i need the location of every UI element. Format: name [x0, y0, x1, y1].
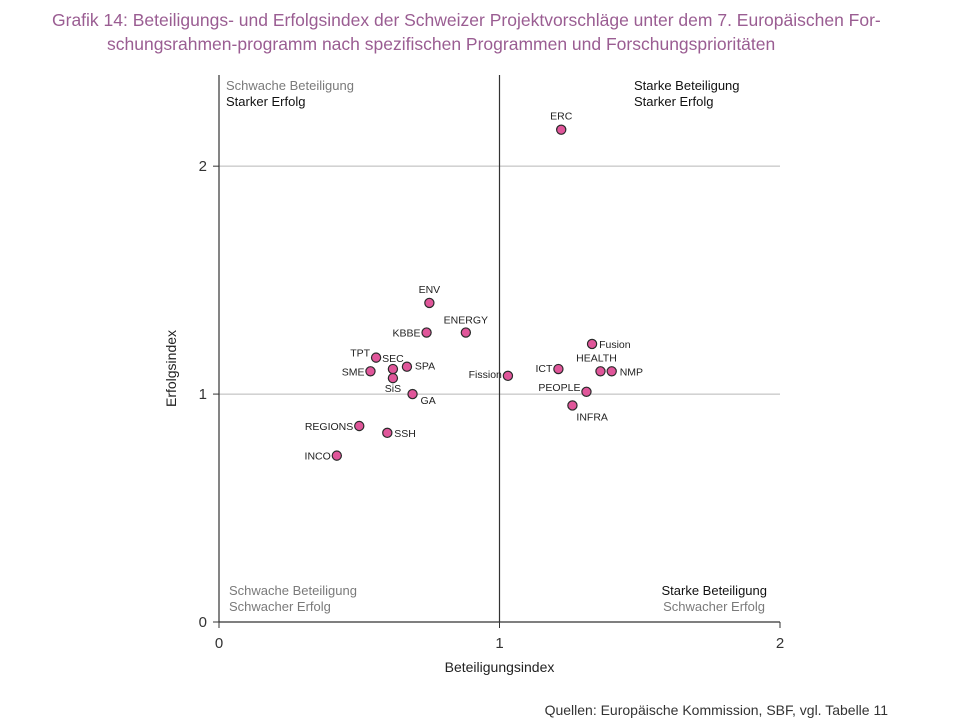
x-tick-label: 2: [776, 635, 784, 652]
point-kbbe: [421, 327, 432, 338]
point-label-spa: SPA: [415, 361, 435, 373]
chart-title: Grafik 14: Beteiligungs- und Erfolgsinde…: [52, 8, 932, 56]
quadrant-top-left-line-1: Schwache Beteiligung: [226, 78, 354, 93]
y-axis-label: Erfolgsindex: [163, 330, 179, 407]
point-inco: [331, 450, 343, 461]
point-spa: [401, 361, 413, 372]
x-tick-label: 1: [495, 635, 503, 652]
quadrant-top-right-line-2: Starker Erfolg: [634, 94, 713, 109]
point-label-fusion: Fusion: [599, 339, 631, 351]
point-erc: [556, 124, 567, 135]
point-label-ict: ICT: [535, 363, 553, 375]
point-label-tpt: TPT: [350, 348, 370, 360]
quadrant-bottom-left-line-1: Schwache Beteiligung: [229, 583, 357, 598]
point-label-sec: SEC: [382, 353, 404, 365]
point-fission: [502, 370, 514, 382]
point-label-health: HEALTH: [576, 352, 617, 364]
point-health: [595, 366, 606, 377]
point-regions: [354, 420, 365, 432]
point-ssh: [382, 427, 393, 439]
point-energy: [460, 327, 472, 338]
x-tick-label: 0: [215, 635, 223, 652]
point-infra: [567, 400, 578, 411]
y-tick-label: 0: [199, 614, 207, 631]
point-nmp: [606, 366, 617, 377]
point-label-nmp: NMP: [620, 366, 643, 378]
x-axis-label: Beteiligungsindex: [445, 659, 555, 675]
point-env: [424, 297, 435, 309]
point-label-ga: GA: [421, 395, 436, 407]
source-note: Quellen: Europäische Kommission, SBF, vg…: [544, 702, 888, 718]
point-ict: [553, 363, 564, 375]
point-sec: [387, 363, 399, 375]
point-label-erc: ERC: [550, 111, 573, 123]
point-sme: [365, 366, 376, 377]
point-fusion: [586, 338, 598, 350]
y-tick-label: 1: [199, 386, 207, 403]
quadrant-top-right-line-1: Starke Beteiligung: [634, 78, 740, 93]
quadrant-bottom-left-line-2: Schwacher Erfolg: [229, 599, 331, 614]
point-tpt: [370, 352, 382, 363]
y-tick-label: 2: [199, 158, 207, 175]
point-label-infra: INFRA: [576, 411, 608, 423]
point-label-people: PEOPLE: [538, 382, 580, 394]
title-line-1: Grafik 14: Beteiligungs- und Erfolgsinde…: [52, 10, 881, 30]
point-label-fission: Fission: [469, 369, 502, 381]
point-label-kbbe: KBBE: [393, 328, 421, 340]
point-people: [581, 386, 592, 398]
point-ga: [407, 388, 418, 400]
point-label-sme: SME: [342, 366, 365, 378]
quadrant-bottom-right-line-2: Schwacher Erfolg: [663, 599, 765, 614]
quadrant-top-left-line-2: Starker Erfolg: [226, 94, 305, 109]
point-label-energy: ENERGY: [444, 315, 488, 327]
point-label-env: ENV: [419, 284, 441, 296]
quadrant-bottom-right-line-1: Starke Beteiligung: [661, 583, 767, 598]
point-sis: [387, 372, 399, 384]
point-label-ssh: SSH: [394, 428, 416, 440]
point-label-inco: INCO: [305, 451, 331, 463]
point-label-regions: REGIONS: [305, 421, 353, 433]
title-line-2: schungsrahmen-programm nach spezifischen…: [107, 34, 776, 54]
point-label-sis: SiS: [385, 383, 401, 395]
